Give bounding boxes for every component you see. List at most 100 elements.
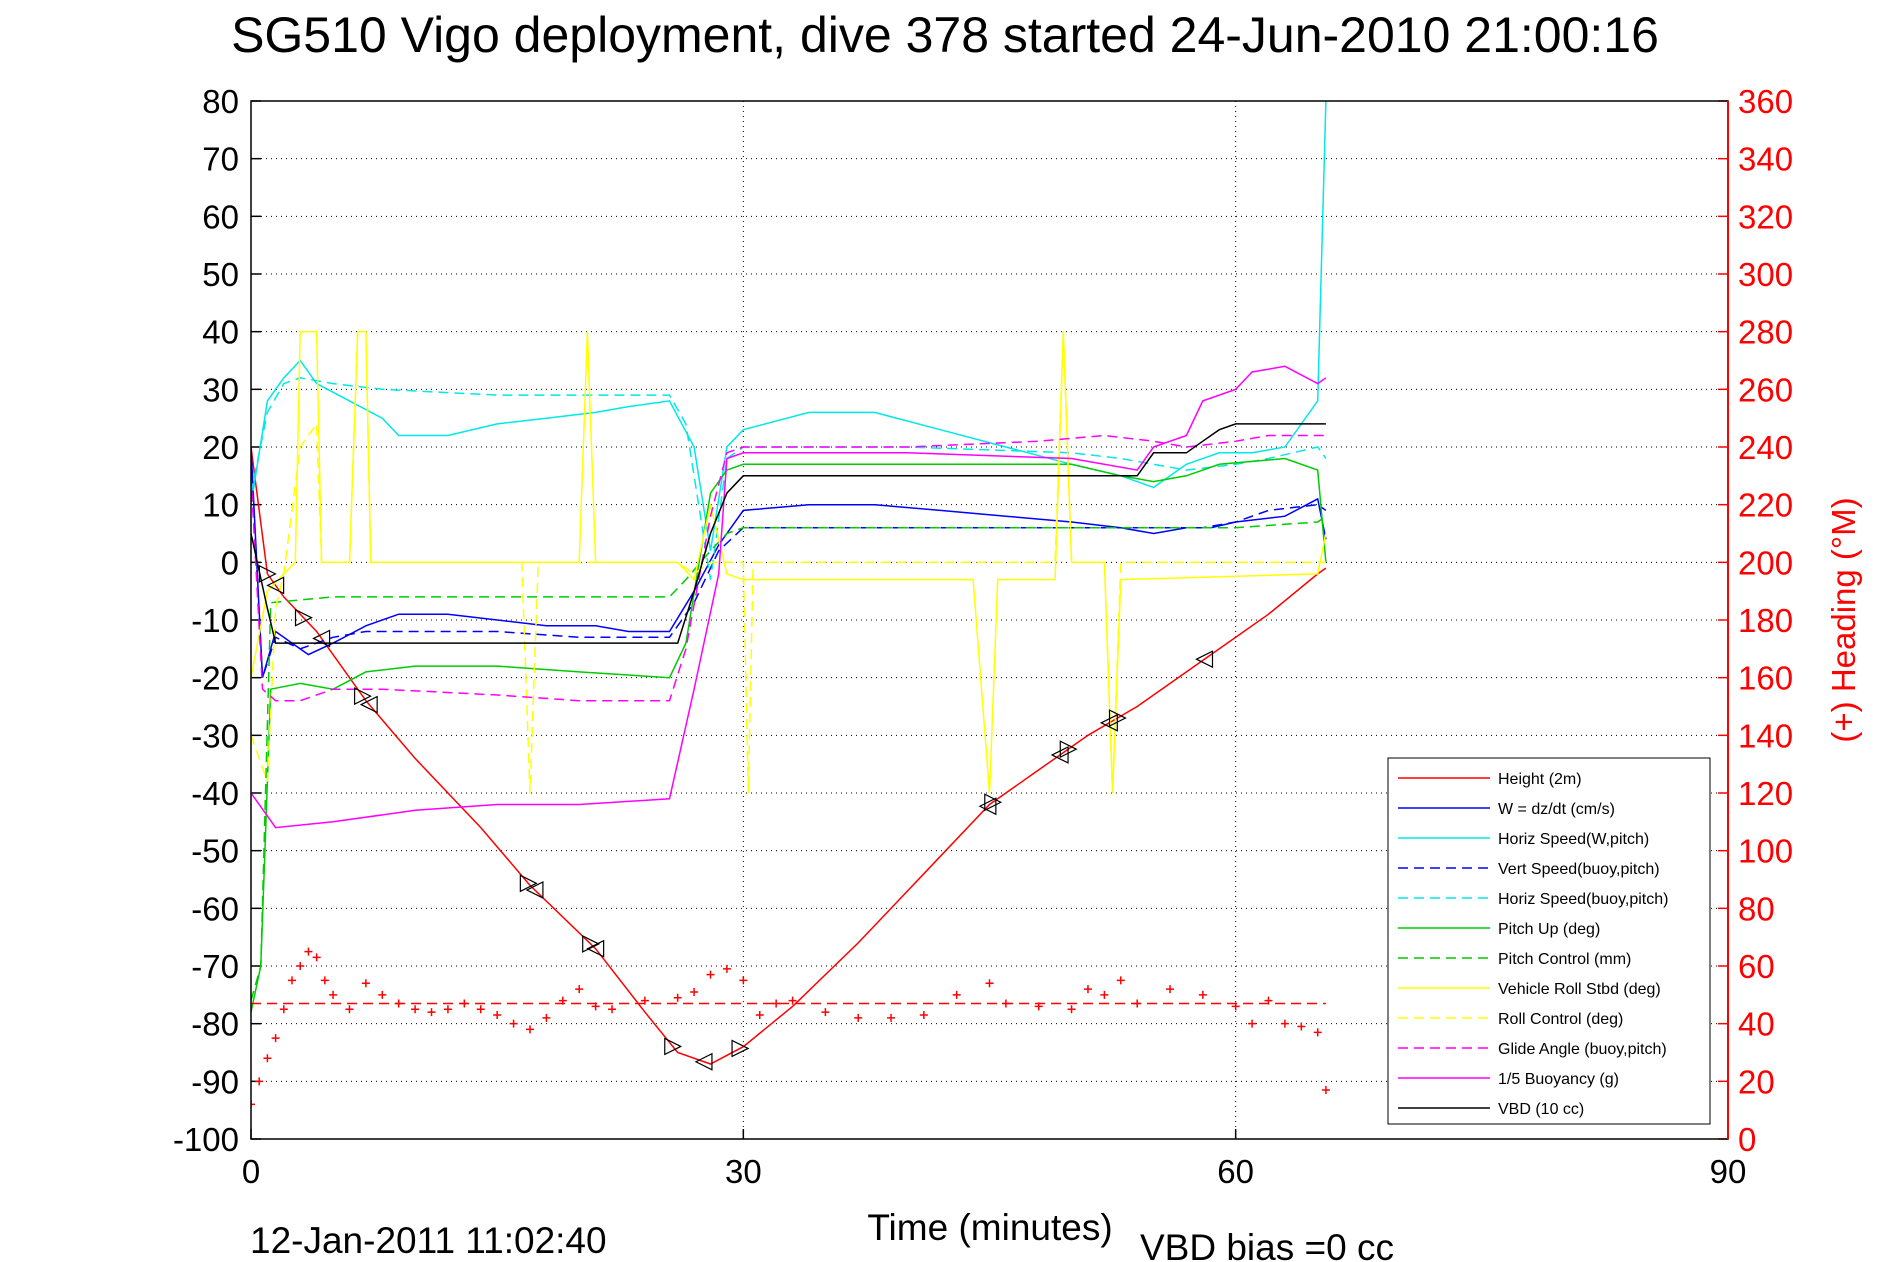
event-marker-icon <box>1195 650 1214 669</box>
x-tick-label: 60 <box>1217 1153 1254 1190</box>
y2-tick-label: 260 <box>1738 371 1793 408</box>
y-tick-label: 30 <box>202 371 239 408</box>
y2-tick-label: 280 <box>1738 314 1793 351</box>
event-markers <box>258 564 1214 1071</box>
footer-vbd-bias: VBD bias =0 cc <box>1140 1227 1394 1262</box>
y2-tick-label: 40 <box>1738 1006 1775 1043</box>
y2-tick-label: 240 <box>1738 429 1793 466</box>
y2-tick-label: 60 <box>1738 948 1775 985</box>
heading-point <box>985 979 994 988</box>
legend-label: Glide Angle (buoy,pitch) <box>1498 1041 1667 1058</box>
heading-point <box>722 964 731 973</box>
heading-point <box>887 1013 896 1022</box>
heading-point <box>1083 985 1092 994</box>
heading-point <box>1248 1019 1257 1028</box>
heading-point <box>919 1011 928 1020</box>
heading-point <box>608 1005 617 1014</box>
heading-point <box>575 985 584 994</box>
y-tick-label: 40 <box>202 314 239 351</box>
heading-point <box>509 1019 518 1028</box>
event-marker-icon <box>1059 740 1078 759</box>
event-marker-icon <box>664 1037 683 1056</box>
heading-point <box>312 953 321 962</box>
heading-point <box>1297 1022 1306 1031</box>
heading-point <box>542 1013 551 1022</box>
y2-tick-label: 300 <box>1738 256 1793 293</box>
heading-point <box>952 990 961 999</box>
y2-tick-label: 200 <box>1738 544 1793 581</box>
y2-tick-label: 160 <box>1738 660 1793 697</box>
legend-label: Vert Speed(buoy,pitch) <box>1498 861 1660 878</box>
y2-tick-label: 320 <box>1738 198 1793 235</box>
legend-label: Pitch Control (mm) <box>1498 951 1631 968</box>
x-tick-labels: 0 30 60 90 <box>242 1153 1747 1190</box>
x-tick-label: 90 <box>1710 1153 1747 1190</box>
heading-point <box>1067 1005 1076 1014</box>
y-tick-label: 50 <box>202 256 239 293</box>
legend-label: Height (2m) <box>1498 771 1582 788</box>
series-vbd-10-cc <box>251 423 1326 644</box>
y-tick-label: 80 <box>202 83 239 120</box>
event-marker-icon <box>353 687 372 706</box>
y2-tick-label: 340 <box>1738 141 1793 178</box>
y2-tick-label: 220 <box>1738 487 1793 524</box>
y-tick-label: -20 <box>191 660 239 697</box>
heading-point <box>251 1100 255 1109</box>
heading-point <box>821 1008 830 1017</box>
heading-point <box>255 1077 264 1086</box>
heading-point <box>854 1013 863 1022</box>
heading-point <box>271 1034 280 1043</box>
y2-tick-label: 120 <box>1738 775 1793 812</box>
heading-point <box>1198 990 1207 999</box>
event-marker-icon <box>519 874 538 893</box>
legend-label: Vehicle Roll Stbd (deg) <box>1498 981 1661 998</box>
heading-point <box>320 976 329 985</box>
event-marker-icon <box>694 1052 713 1071</box>
y-tick-label: -80 <box>191 1006 239 1043</box>
heading-point <box>1313 1028 1322 1037</box>
heading-point <box>345 1005 354 1014</box>
heading-point <box>772 999 781 1008</box>
x-tick-label: 0 <box>242 1153 260 1190</box>
y-tick-labels: 80 70 60 50 40 30 20 10 0 -10 -20 -30 -40 -50 -60 -70 -8… <box>173 83 239 1158</box>
series-pitch-control-mm <box>251 515 1327 1001</box>
event-marker-icon <box>359 695 378 714</box>
heading-point <box>443 1005 452 1014</box>
heading-point <box>1166 985 1175 994</box>
heading-point <box>378 990 387 999</box>
heading-point <box>411 1005 420 1014</box>
series-1-5-buoyancy-g <box>251 365 1327 829</box>
y-tick-label: -100 <box>173 1121 239 1158</box>
x-tick-label: 30 <box>725 1153 762 1190</box>
heading-point <box>476 1005 485 1014</box>
y-tick-label: 10 <box>202 487 239 524</box>
legend-label: VBD (10 cc) <box>1498 1101 1584 1118</box>
heading-point <box>493 1011 502 1020</box>
series-pitch-up-deg <box>251 457 1327 1013</box>
y-tick-label: 20 <box>202 429 239 466</box>
legend-label: Pitch Up (deg) <box>1498 921 1600 938</box>
y-tick-label: -70 <box>191 948 239 985</box>
event-marker-icon <box>312 629 331 648</box>
y-tick-label: 60 <box>202 198 239 235</box>
heading-point <box>1280 1019 1289 1028</box>
event-marker-icon <box>582 934 601 953</box>
y-tick-label: -10 <box>191 602 239 639</box>
heading-point <box>288 976 297 985</box>
legend-label: Horiz Speed(W,pitch) <box>1498 831 1649 848</box>
y2-tick-label: 360 <box>1738 83 1793 120</box>
y-tick-label: -90 <box>191 1063 239 1100</box>
y-tick-label: -50 <box>191 833 239 870</box>
legend-label: W = dz/dt (cm/s) <box>1498 801 1615 818</box>
y2-tick-label: 180 <box>1738 602 1793 639</box>
legend-label: Roll Control (deg) <box>1498 1011 1623 1028</box>
legend: Height (2m) W = dz/dt (cm/s) Horiz Speed(W… <box>1387 757 1711 1125</box>
series-group <box>251 101 1330 1109</box>
event-marker-icon <box>1108 709 1127 728</box>
event-marker-icon <box>258 564 277 583</box>
heading-point <box>525 1025 534 1034</box>
y2-tick-labels: 3603403203002802602402202001801601401201… <box>1738 83 1793 1158</box>
series-glide-angle-buoy-pitch <box>251 434 1326 702</box>
heading-point <box>304 947 313 956</box>
